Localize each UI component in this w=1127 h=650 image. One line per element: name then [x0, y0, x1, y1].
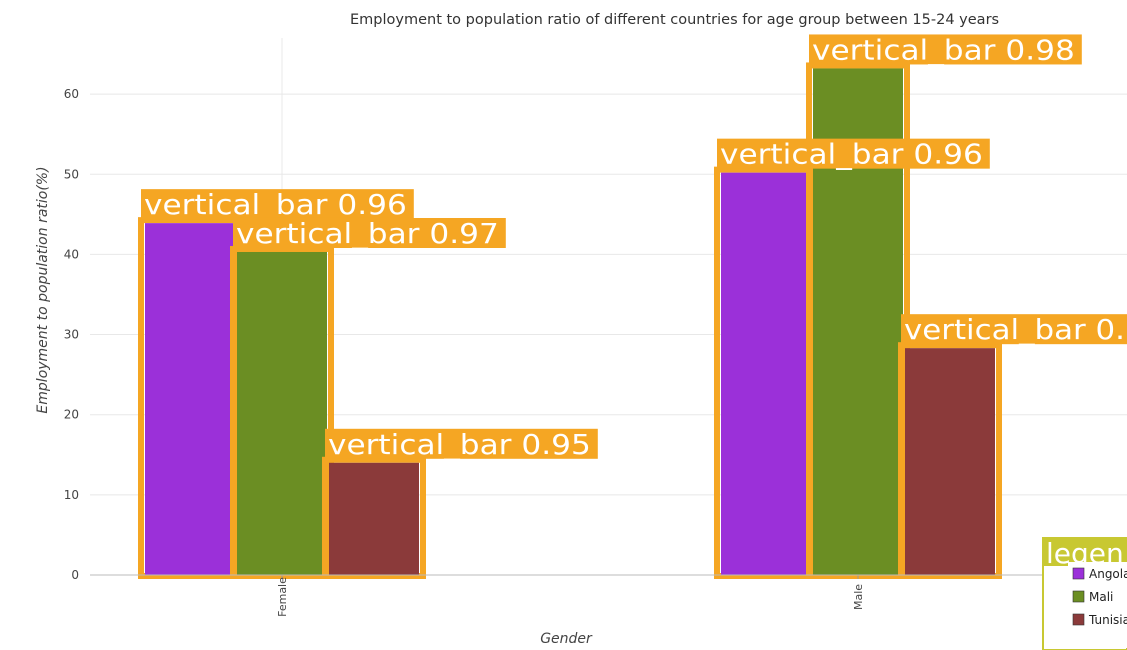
y-tick-label: 40 [64, 247, 79, 261]
annotation-text: vertical_bar 0.97 [236, 217, 499, 250]
annotation-text: vertical_bar 0.95 [328, 428, 591, 461]
x-tick-label: Male [852, 584, 865, 610]
annotation-label: vertical_bar 0. [901, 313, 1127, 346]
legend-swatch-tunisia [1073, 614, 1084, 625]
y-axis-ticks: 0 10 20 30 40 50 60 [64, 87, 79, 582]
x-axis-ticks: Female Male [276, 575, 865, 617]
y-tick-label: 50 [64, 167, 79, 181]
legend-label-tunisia: Tunisia [1088, 613, 1127, 627]
legend-swatch-angola [1073, 568, 1084, 579]
bar-angola-female [145, 223, 235, 575]
bar-mali-female [237, 252, 327, 575]
y-tick-label: 0 [71, 568, 79, 582]
x-axis-title: Gender [540, 631, 593, 647]
bar-angola-male [721, 173, 811, 575]
annotation-text: vertical_bar 0.98 [812, 33, 1075, 66]
annotation-label: vertical_bar 0.95 [325, 428, 598, 461]
annotation-label: vertical_bar 0.98 [809, 33, 1082, 66]
y-tick-label: 30 [64, 328, 79, 342]
bar-tunisia-male [905, 348, 995, 575]
chart-title: Employment to population ratio of differ… [350, 12, 999, 28]
y-tick-label: 10 [64, 488, 79, 502]
annotation-label: vertical_bar 0.97 [233, 217, 506, 250]
y-tick-label: 20 [64, 408, 79, 422]
legend-label-angola: Angola [1089, 567, 1127, 581]
y-axis-title: Employment to population ratio(%) [35, 166, 51, 413]
legend-label-mali: Mali [1089, 590, 1113, 604]
bar-tunisia-female [329, 463, 419, 575]
annotation-label: vertical_bar 0.96 [717, 138, 990, 171]
annotation-text: vertical_bar 0. [904, 313, 1125, 346]
y-tick-label: 60 [64, 87, 79, 101]
legend-swatch-mali [1073, 591, 1084, 602]
x-tick-label: Female [276, 577, 289, 617]
annotation-text: vertical_bar 0.96 [720, 138, 983, 171]
